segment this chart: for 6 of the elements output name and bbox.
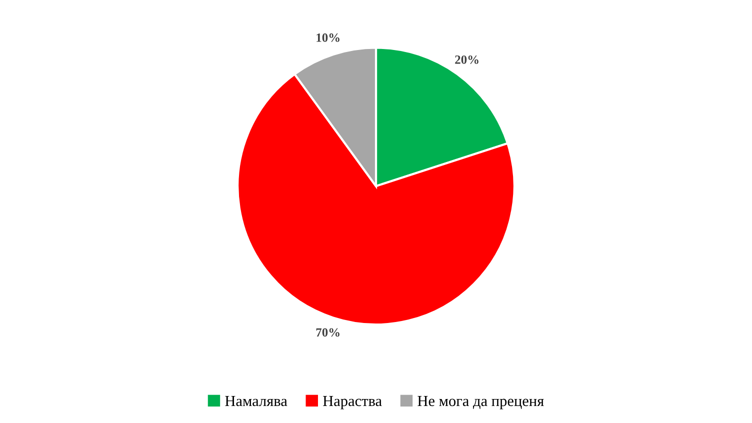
legend-label: Нараства [323,396,382,410]
data-label: 20% [455,55,478,64]
legend-label: Не мога да преценя [418,396,544,410]
data-label: 70% [316,328,340,337]
legend-label: Намалява [225,396,288,406]
data-label: 10% [316,33,340,42]
